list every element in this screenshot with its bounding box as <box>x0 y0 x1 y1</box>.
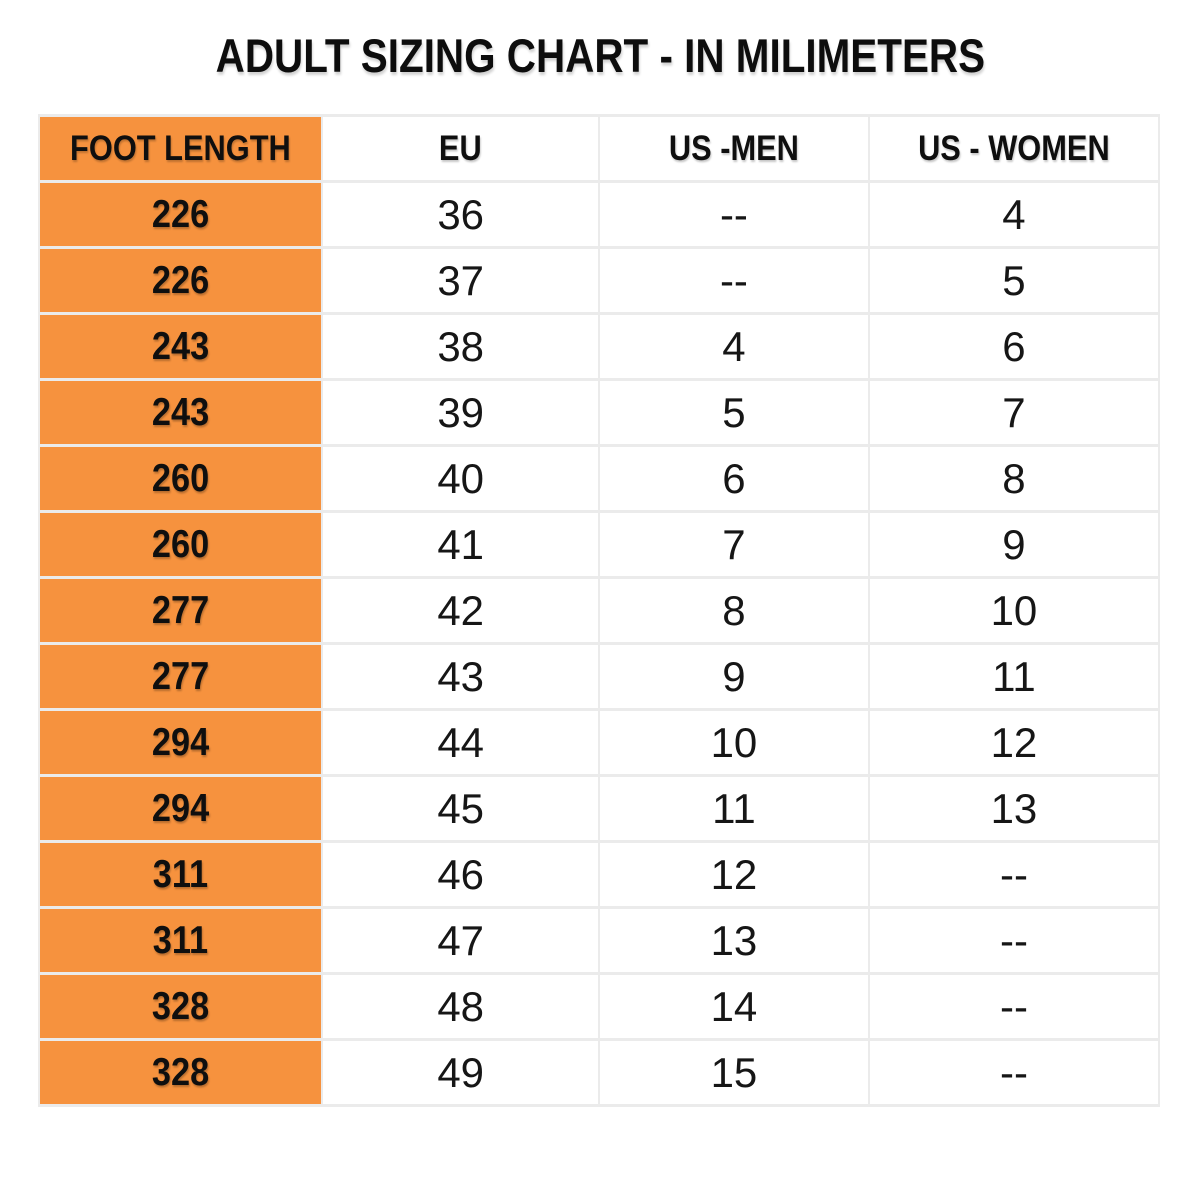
foot-length-value: 328 <box>152 1050 210 1094</box>
page-title-wrap: ADULT SIZING CHART - IN MILIMETERS <box>0 30 1200 82</box>
us-women-size-cell: 13 <box>867 774 1161 843</box>
foot-length-value: 277 <box>152 588 210 632</box>
foot-length-cell: 243 <box>37 378 324 447</box>
eu-size-cell: 43 <box>321 642 600 711</box>
us-women-size-cell: 7 <box>867 378 1161 447</box>
table-row: 226 36 -- 4 <box>37 180 1161 249</box>
eu-size-cell: 41 <box>321 510 600 579</box>
foot-length-cell: 328 <box>37 972 324 1041</box>
foot-length-cell: 226 <box>37 246 324 315</box>
foot-length-cell: 294 <box>37 708 324 777</box>
us-women-size-cell: 4 <box>867 180 1161 249</box>
us-men-size-cell: 10 <box>597 708 870 777</box>
eu-size-cell: 36 <box>321 180 600 249</box>
us-women-size-cell: -- <box>867 972 1161 1041</box>
foot-length-value: 328 <box>152 984 210 1028</box>
eu-size-cell: 44 <box>321 708 600 777</box>
page-title: ADULT SIZING CHART - IN MILIMETERS <box>215 29 985 82</box>
table-row: 243 39 5 7 <box>37 378 1161 447</box>
table-row: 311 47 13 -- <box>37 906 1161 975</box>
us-men-size-cell: 6 <box>597 444 870 513</box>
table-row: 328 49 15 -- <box>37 1038 1161 1107</box>
foot-length-value: 294 <box>152 720 210 764</box>
foot-length-cell: 311 <box>37 840 324 909</box>
us-men-size-cell: 8 <box>597 576 870 645</box>
table-row: 311 46 12 -- <box>37 840 1161 909</box>
foot-length-value: 226 <box>152 258 210 302</box>
table-row: 294 44 10 12 <box>37 708 1161 777</box>
us-men-size-cell: 7 <box>597 510 870 579</box>
eu-size-cell: 42 <box>321 576 600 645</box>
column-header-foot-length: FOOT LENGTH <box>37 114 324 183</box>
eu-size-cell: 45 <box>321 774 600 843</box>
eu-size-cell: 48 <box>321 972 600 1041</box>
column-header-label: US - WOMEN <box>918 128 1110 168</box>
us-women-size-cell: 6 <box>867 312 1161 381</box>
column-header-label: FOOT LENGTH <box>70 128 292 168</box>
eu-size-cell: 38 <box>321 312 600 381</box>
eu-size-cell: 47 <box>321 906 600 975</box>
eu-size-cell: 49 <box>321 1038 600 1107</box>
eu-size-cell: 37 <box>321 246 600 315</box>
us-men-size-cell: 15 <box>597 1038 870 1107</box>
foot-length-value: 260 <box>152 456 210 500</box>
foot-length-cell: 294 <box>37 774 324 843</box>
us-men-size-cell: -- <box>597 180 870 249</box>
eu-size-cell: 46 <box>321 840 600 909</box>
foot-length-value: 311 <box>152 918 209 962</box>
us-men-size-cell: 12 <box>597 840 870 909</box>
foot-length-cell: 328 <box>37 1038 324 1107</box>
table-row: 260 41 7 9 <box>37 510 1161 579</box>
table-header-row: FOOT LENGTH EU US -MEN US - WOMEN <box>37 114 1161 183</box>
foot-length-cell: 311 <box>37 906 324 975</box>
us-men-size-cell: 14 <box>597 972 870 1041</box>
table-row: 328 48 14 -- <box>37 972 1161 1041</box>
foot-length-cell: 277 <box>37 576 324 645</box>
table-row: 277 42 8 10 <box>37 576 1161 645</box>
us-women-size-cell: -- <box>867 1038 1161 1107</box>
foot-length-value: 226 <box>152 192 210 236</box>
us-women-size-cell: 5 <box>867 246 1161 315</box>
sizing-table: FOOT LENGTH EU US -MEN US - WOMEN 226 36… <box>37 114 1161 1107</box>
us-men-size-cell: 9 <box>597 642 870 711</box>
foot-length-value: 294 <box>152 786 210 830</box>
foot-length-value: 260 <box>152 522 210 566</box>
column-header-eu: EU <box>321 114 600 183</box>
column-header-label: EU <box>439 128 483 168</box>
us-women-size-cell: -- <box>867 906 1161 975</box>
eu-size-cell: 39 <box>321 378 600 447</box>
foot-length-cell: 226 <box>37 180 324 249</box>
us-women-size-cell: 10 <box>867 576 1161 645</box>
foot-length-value: 311 <box>152 852 209 896</box>
column-header-us-women: US - WOMEN <box>867 114 1161 183</box>
foot-length-value: 243 <box>152 324 210 368</box>
column-header-us-men: US -MEN <box>597 114 870 183</box>
us-women-size-cell: -- <box>867 840 1161 909</box>
foot-length-cell: 277 <box>37 642 324 711</box>
us-women-size-cell: 8 <box>867 444 1161 513</box>
foot-length-cell: 243 <box>37 312 324 381</box>
foot-length-value: 277 <box>152 654 210 698</box>
table-row: 260 40 6 8 <box>37 444 1161 513</box>
table-row: 277 43 9 11 <box>37 642 1161 711</box>
table-row: 226 37 -- 5 <box>37 246 1161 315</box>
us-women-size-cell: 9 <box>867 510 1161 579</box>
table-row: 294 45 11 13 <box>37 774 1161 843</box>
us-women-size-cell: 11 <box>867 642 1161 711</box>
us-men-size-cell: 11 <box>597 774 870 843</box>
table-row: 243 38 4 6 <box>37 312 1161 381</box>
us-men-size-cell: 4 <box>597 312 870 381</box>
column-header-label: US -MEN <box>668 128 799 168</box>
foot-length-value: 243 <box>152 390 210 434</box>
foot-length-cell: 260 <box>37 444 324 513</box>
us-men-size-cell: 13 <box>597 906 870 975</box>
us-men-size-cell: 5 <box>597 378 870 447</box>
table-body: 226 36 -- 4 226 37 -- 5 243 38 4 6 243 3… <box>37 180 1161 1107</box>
us-men-size-cell: -- <box>597 246 870 315</box>
foot-length-cell: 260 <box>37 510 324 579</box>
us-women-size-cell: 12 <box>867 708 1161 777</box>
eu-size-cell: 40 <box>321 444 600 513</box>
